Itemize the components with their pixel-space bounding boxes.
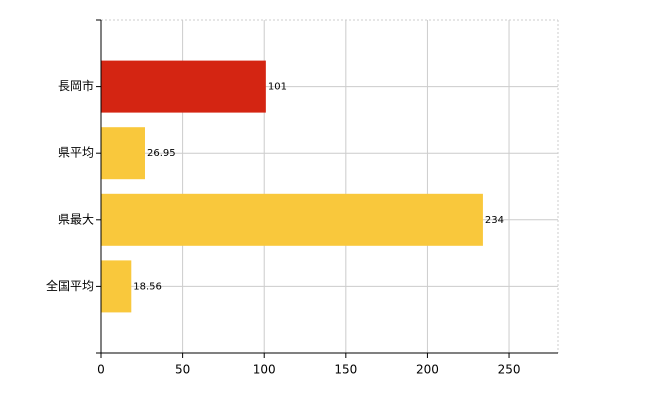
x-tick-label: 100 — [253, 363, 276, 377]
value-label: 101 — [268, 82, 287, 93]
value-label: 234 — [485, 215, 504, 226]
bar — [101, 127, 145, 180]
x-tick-label: 250 — [498, 363, 521, 377]
value-label: 26.95 — [147, 148, 176, 159]
y-tick-label: 県最大 — [58, 212, 94, 226]
x-tick-label: 150 — [334, 363, 357, 377]
y-tick-label: 全国平均 — [46, 278, 94, 293]
value-label: 18.56 — [133, 281, 162, 292]
bar — [101, 193, 483, 246]
x-tick-label: 50 — [175, 363, 190, 377]
bar — [101, 260, 132, 313]
x-tick-label: 0 — [97, 363, 105, 377]
x-tick-label: 200 — [416, 363, 439, 377]
y-tick-label: 長岡市 — [58, 78, 94, 93]
y-tick-label: 県平均 — [58, 146, 94, 160]
bar — [101, 60, 266, 113]
